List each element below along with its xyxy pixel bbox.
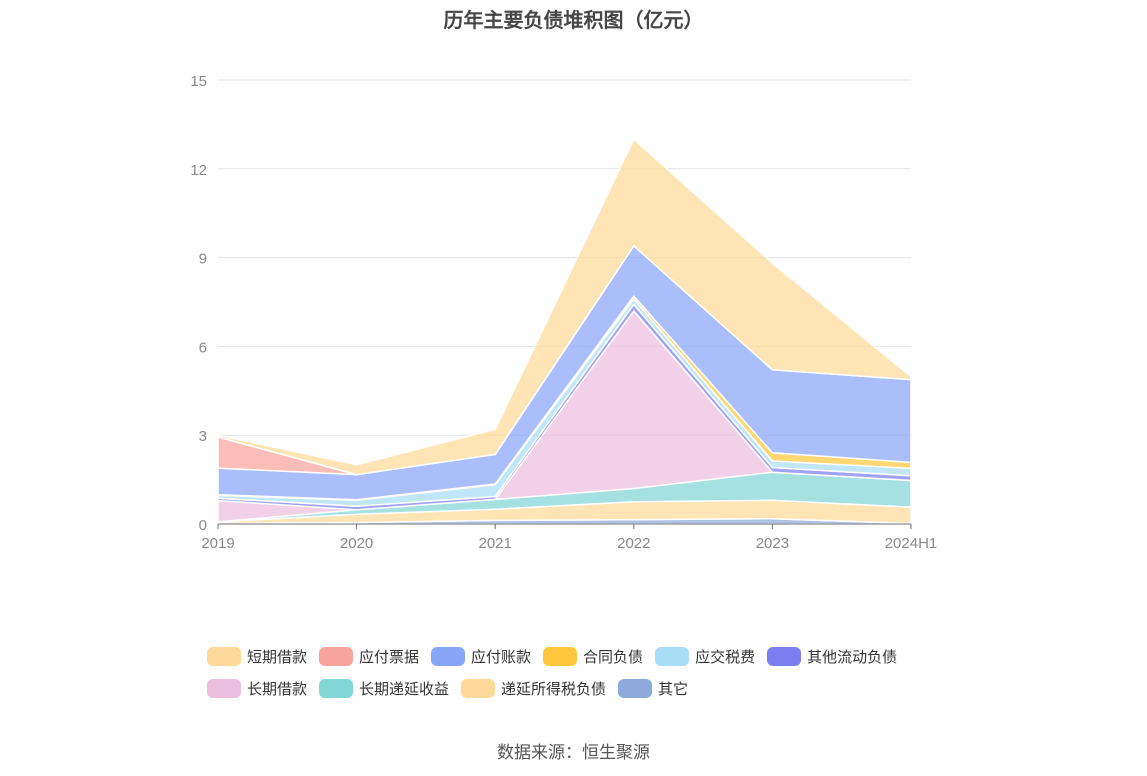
legend-item[interactable]: 其他流动负债 [767,646,897,667]
x-tick-label: 2019 [201,535,234,552]
legend-swatch [618,678,653,698]
stacked-area-chart: 0 3 6 9 12 15 2019 2020 2021 2022 2023 2024H1 [190,73,937,552]
legend-label: 长期递延收益 [359,679,450,698]
x-tick-label: 2024H1 [885,535,938,552]
legend-swatch [207,646,241,666]
legend-label: 应交税费 [695,647,756,666]
legend-label: 应付账款 [471,647,532,666]
legend-item[interactable]: 应付票据 [319,646,419,667]
legend-item[interactable]: 应交税费 [655,646,755,667]
legend-item[interactable]: 长期递延收益 [319,678,449,699]
y-tick-label: 6 [199,339,207,356]
legend-swatch [655,646,690,666]
x-tick-label: 2022 [617,535,650,552]
area-series-短期借款 [217,138,912,476]
legend-swatch [461,678,496,698]
legend-label: 其它 [658,679,689,698]
legend-swatch [767,646,802,666]
legend-swatch [319,646,354,666]
y-tick-label: 9 [199,251,207,268]
legend-swatch [319,678,354,698]
legend-item[interactable]: 应付账款 [431,646,531,667]
legend-swatch [431,646,466,666]
axes: 0 3 6 9 12 15 2019 2020 2021 2022 2023 2024H1 [190,73,937,552]
legend-label: 应付票据 [359,647,420,666]
legend-row-2: 长期借款 长期递延收益 递延所得税负债 其它 [207,672,967,704]
legend-item[interactable]: 递延所得税负债 [461,678,606,699]
legend-label: 其他流动负债 [807,647,898,666]
legend-label: 递延所得税负债 [501,679,607,698]
y-tick-label: 0 [199,517,207,534]
area-series [217,138,912,525]
chart-title: 历年主要负债堆积图（亿元） [443,8,704,32]
y-tick-label: 15 [190,73,207,90]
legend-item[interactable]: 短期借款 [207,646,307,667]
legend-label: 长期借款 [247,679,308,698]
x-tick-label: 2023 [756,535,789,552]
legend-swatch [543,646,578,666]
legend-label: 短期借款 [247,647,308,666]
y-tick-label: 12 [190,162,207,179]
x-tick-label: 2020 [340,535,373,552]
legend-item[interactable]: 其它 [618,678,688,699]
legend-row-1: 短期借款 应付票据 应付账款 合同负债 应交税费 其他流动负债 [207,640,967,672]
legend-swatch [207,678,241,698]
legend: 短期借款 应付票据 应付账款 合同负债 应交税费 其他流动负债 长期借款 长期递延收益 递延所… [207,640,967,704]
legend-item[interactable]: 合同负债 [543,646,643,667]
legend-label: 合同负债 [583,647,644,666]
legend-item[interactable]: 长期借款 [207,678,307,699]
source-note: 数据来源：恒生聚源 [497,743,650,763]
y-tick-label: 3 [199,428,207,445]
x-tick-label: 2021 [479,535,512,552]
